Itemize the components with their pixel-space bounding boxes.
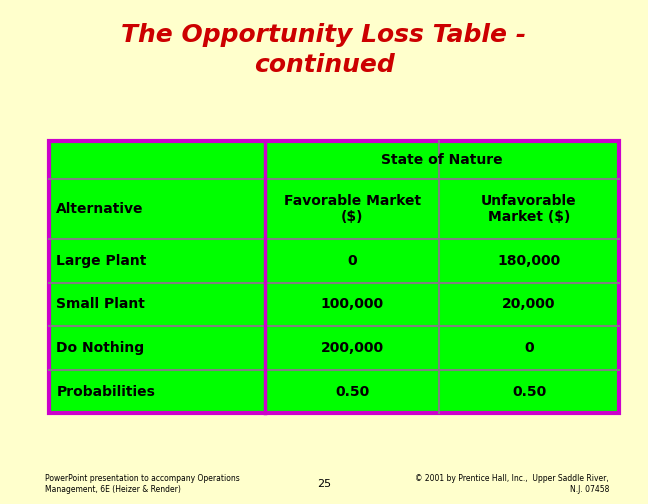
Bar [49,141,619,413]
Bar [49,141,619,413]
Text: PowerPoint presentation to accompany Operations
Management, 6E (Heizer & Render): PowerPoint presentation to accompany Ope… [45,474,240,493]
Text: © 2001 by Prentice Hall, Inc.,  Upper Saddle River,
N.J. 07458: © 2001 by Prentice Hall, Inc., Upper Sad… [415,474,609,493]
Text: The Opportunity Loss Table -: The Opportunity Loss Table - [121,23,527,47]
Text: Small Plant: Small Plant [56,297,145,311]
Text: Favorable Market
($): Favorable Market ($) [284,194,421,224]
Text: Alternative: Alternative [56,202,144,216]
Text: 0: 0 [524,341,534,355]
Text: Large Plant: Large Plant [56,254,146,268]
Text: 25: 25 [317,479,331,489]
Text: 20,000: 20,000 [502,297,556,311]
Text: 0: 0 [347,254,357,268]
Text: 200,000: 200,000 [321,341,384,355]
Text: 100,000: 100,000 [321,297,384,311]
Text: Probabilities: Probabilities [56,385,156,399]
Text: Do Nothing: Do Nothing [56,341,145,355]
Text: 0.50: 0.50 [512,385,546,399]
Text: continued: continued [253,53,395,77]
Text: 180,000: 180,000 [498,254,561,268]
Text: Unfavorable
Market ($): Unfavorable Market ($) [481,194,577,224]
Text: 0.50: 0.50 [335,385,369,399]
Text: State of Nature: State of Nature [381,153,503,167]
